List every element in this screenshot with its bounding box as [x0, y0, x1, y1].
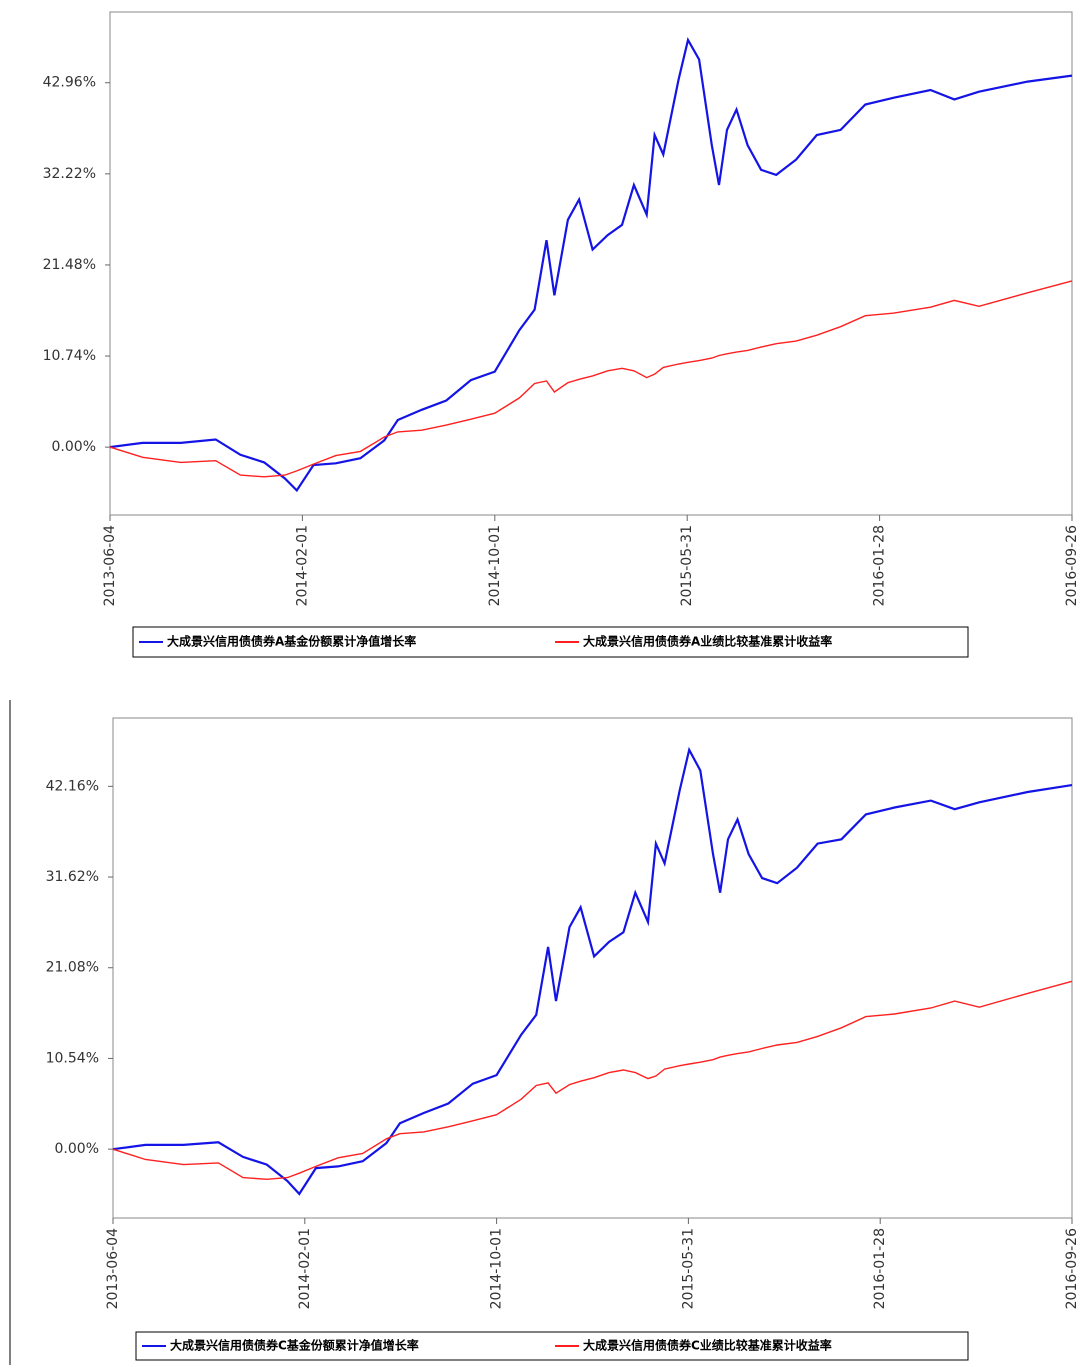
x-tick-label: 2014-02-01 — [294, 525, 310, 606]
y-tick-label: 10.54% — [46, 1050, 99, 1066]
x-tick-label: 2014-10-01 — [487, 525, 503, 606]
series-line — [109, 280, 1073, 478]
y-tick-label: 42.96% — [43, 75, 96, 91]
y-tick-label: 21.48% — [43, 257, 96, 273]
legend-box — [132, 626, 969, 658]
legend-box — [135, 1331, 969, 1361]
y-tick-label: 42.16% — [46, 778, 99, 794]
legend-label: 大成景兴信用债债券A基金份额累计净值增长率 — [167, 634, 416, 649]
x-tick-label: 2015-05-31 — [680, 1228, 696, 1309]
legend-label: 大成景兴信用债债券C业绩比较基准累计收益率 — [583, 1338, 832, 1353]
legend-label: 大成景兴信用债债券A业绩比较基准累计收益率 — [583, 634, 832, 649]
x-tick-label: 2016-01-28 — [872, 1228, 888, 1309]
plot-frame — [112, 717, 1073, 1219]
x-tick-label: 2013-06-04 — [105, 1228, 121, 1309]
y-tick-label: 21.08% — [46, 960, 99, 976]
x-tick-label: 2016-01-28 — [872, 525, 888, 606]
x-tick-label: 2016-09-26 — [1064, 1228, 1078, 1309]
y-tick-label: 31.62% — [46, 869, 99, 885]
x-tick-label: 2013-06-04 — [102, 525, 118, 606]
series-line — [112, 746, 1073, 1196]
x-tick-label: 2014-10-01 — [489, 1228, 505, 1309]
x-tick-label: 2015-05-31 — [679, 525, 695, 606]
legend-label: 大成景兴信用债债券C基金份额累计净值增长率 — [170, 1338, 419, 1353]
x-tick-label: 2016-09-26 — [1064, 525, 1078, 606]
series-line — [109, 37, 1073, 493]
y-tick-label: 0.00% — [55, 1141, 99, 1157]
plot-frame — [109, 11, 1073, 516]
y-tick-label: 0.00% — [52, 439, 96, 455]
series-line — [112, 980, 1073, 1181]
y-tick-label: 32.22% — [43, 166, 96, 182]
x-tick-label: 2014-02-01 — [297, 1228, 313, 1309]
y-tick-label: 10.74% — [43, 348, 96, 364]
